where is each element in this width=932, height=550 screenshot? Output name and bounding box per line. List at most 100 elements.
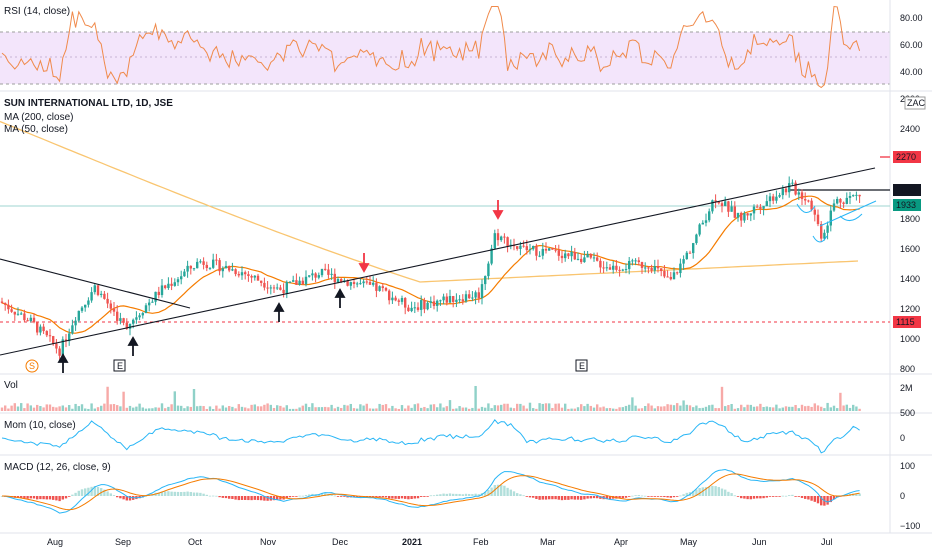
- volume-bar: [781, 407, 784, 411]
- macd-hist-bar: [832, 496, 836, 500]
- volume-bar: [320, 407, 324, 411]
- volume-bar: [746, 404, 749, 411]
- candle-body: [698, 224, 701, 235]
- volume-bar: [698, 408, 701, 411]
- volume-bar: [212, 408, 215, 411]
- earnings-marker[interactable]: E: [113, 359, 126, 372]
- candle-body: [807, 200, 810, 202]
- macd-hist-bar: [42, 496, 45, 500]
- volume-bar: [720, 386, 724, 411]
- earnings-marker-box: [575, 359, 588, 372]
- candle-body: [432, 301, 436, 306]
- candle-body: [717, 201, 720, 204]
- volume-bar: [829, 407, 832, 411]
- currency-badge[interactable]: ZAC: [904, 96, 926, 110]
- macd-hist-bar: [519, 494, 522, 496]
- volume-bar: [116, 405, 119, 411]
- volume-bar: [218, 408, 221, 411]
- macd-hist-bar: [112, 495, 116, 496]
- volume-bar: [634, 405, 637, 411]
- macd-hist-bar: [720, 488, 724, 496]
- volume-bar: [640, 408, 644, 411]
- macd-hist-bar: [93, 486, 96, 496]
- candle-body: [624, 269, 628, 271]
- macd-hist-bar: [452, 493, 455, 496]
- macd-hist-bar: [560, 496, 564, 501]
- volume-bar: [42, 407, 45, 411]
- macd-hist-bar: [167, 491, 170, 496]
- macd-hist-bar: [52, 496, 55, 500]
- macd-hist-bar: [676, 496, 679, 497]
- macd-hist-bar: [596, 496, 599, 499]
- volume-bar: [778, 408, 781, 411]
- volume-bar: [554, 403, 557, 411]
- volume-bar: [749, 404, 752, 411]
- candle-body: [740, 212, 743, 221]
- cup-curve-1: [796, 203, 816, 213]
- volume-bar: [506, 403, 509, 411]
- macd-hist-bar: [298, 495, 301, 497]
- volume-bar: [71, 408, 74, 411]
- volume-bar: [541, 403, 544, 411]
- time-axis[interactable]: Aug Sep Oct Nov Dec 2021 Feb Mar Apr May Jun Jul: [47, 537, 833, 547]
- cup-curve-2: [812, 235, 828, 243]
- volume-bar: [586, 403, 589, 411]
- candle-body: [580, 258, 583, 263]
- candle-body: [170, 283, 173, 286]
- macd-hist-bar: [484, 491, 487, 496]
- dividend-marker[interactable]: S: [25, 359, 39, 373]
- volume-bar: [711, 404, 714, 411]
- macd-hist-bar: [506, 487, 509, 496]
- candle-body: [330, 273, 333, 275]
- macd-hist-bar: [410, 496, 413, 499]
- candle-body: [26, 320, 29, 322]
- macd-hist-bar: [125, 496, 128, 501]
- volume-bar: [759, 403, 762, 411]
- macd-hist-bar: [496, 484, 500, 496]
- macd-hist-bar: [557, 496, 560, 500]
- candle-body: [676, 272, 679, 274]
- volume-bar: [807, 405, 810, 411]
- volume-bar: [692, 407, 695, 411]
- macd-hist-bar: [471, 494, 474, 496]
- macd-hist-bar: [762, 496, 765, 499]
- time-tick: Jul: [821, 537, 833, 547]
- candle-body: [74, 320, 77, 326]
- macd-hist-bar: [336, 496, 340, 497]
- candle-body: [288, 281, 292, 283]
- volume-bar: [77, 406, 80, 411]
- macd-hist-bar: [464, 493, 468, 496]
- earnings-marker-label: E: [579, 361, 585, 371]
- candle-body: [452, 296, 455, 302]
- macd-hist-bar: [32, 496, 36, 499]
- earnings-marker[interactable]: E: [575, 359, 588, 372]
- macd-hist-bar: [580, 496, 583, 500]
- ma50-legend: MA (50, close): [4, 124, 68, 135]
- volume-bar: [631, 397, 634, 411]
- volume-bar: [272, 407, 276, 411]
- candle-body: [276, 287, 279, 289]
- price-label-2270: 2270: [893, 151, 921, 163]
- candle-body: [701, 222, 704, 225]
- macd-hist-bar: [445, 493, 448, 496]
- candle-body: [800, 192, 804, 200]
- candle-body: [538, 255, 541, 257]
- volume-bar: [663, 406, 666, 411]
- volume-bar: [368, 408, 372, 411]
- candle-body: [151, 301, 154, 303]
- candle-body: [320, 268, 324, 276]
- macd-hist-bar: [423, 496, 426, 497]
- volume-bar: [493, 405, 496, 411]
- macd-hist-bar: [733, 495, 736, 497]
- volume-bar: [365, 403, 368, 411]
- candle-body: [42, 326, 45, 332]
- candle-body: [615, 265, 618, 270]
- candle-body: [48, 335, 52, 337]
- macd-hist-bar: [80, 489, 84, 496]
- macd-hist-bar: [180, 492, 183, 496]
- candle-body: [714, 200, 717, 202]
- macd-hist-bar: [186, 491, 189, 496]
- candle-body: [253, 275, 256, 278]
- macd-hist-bar: [432, 495, 436, 497]
